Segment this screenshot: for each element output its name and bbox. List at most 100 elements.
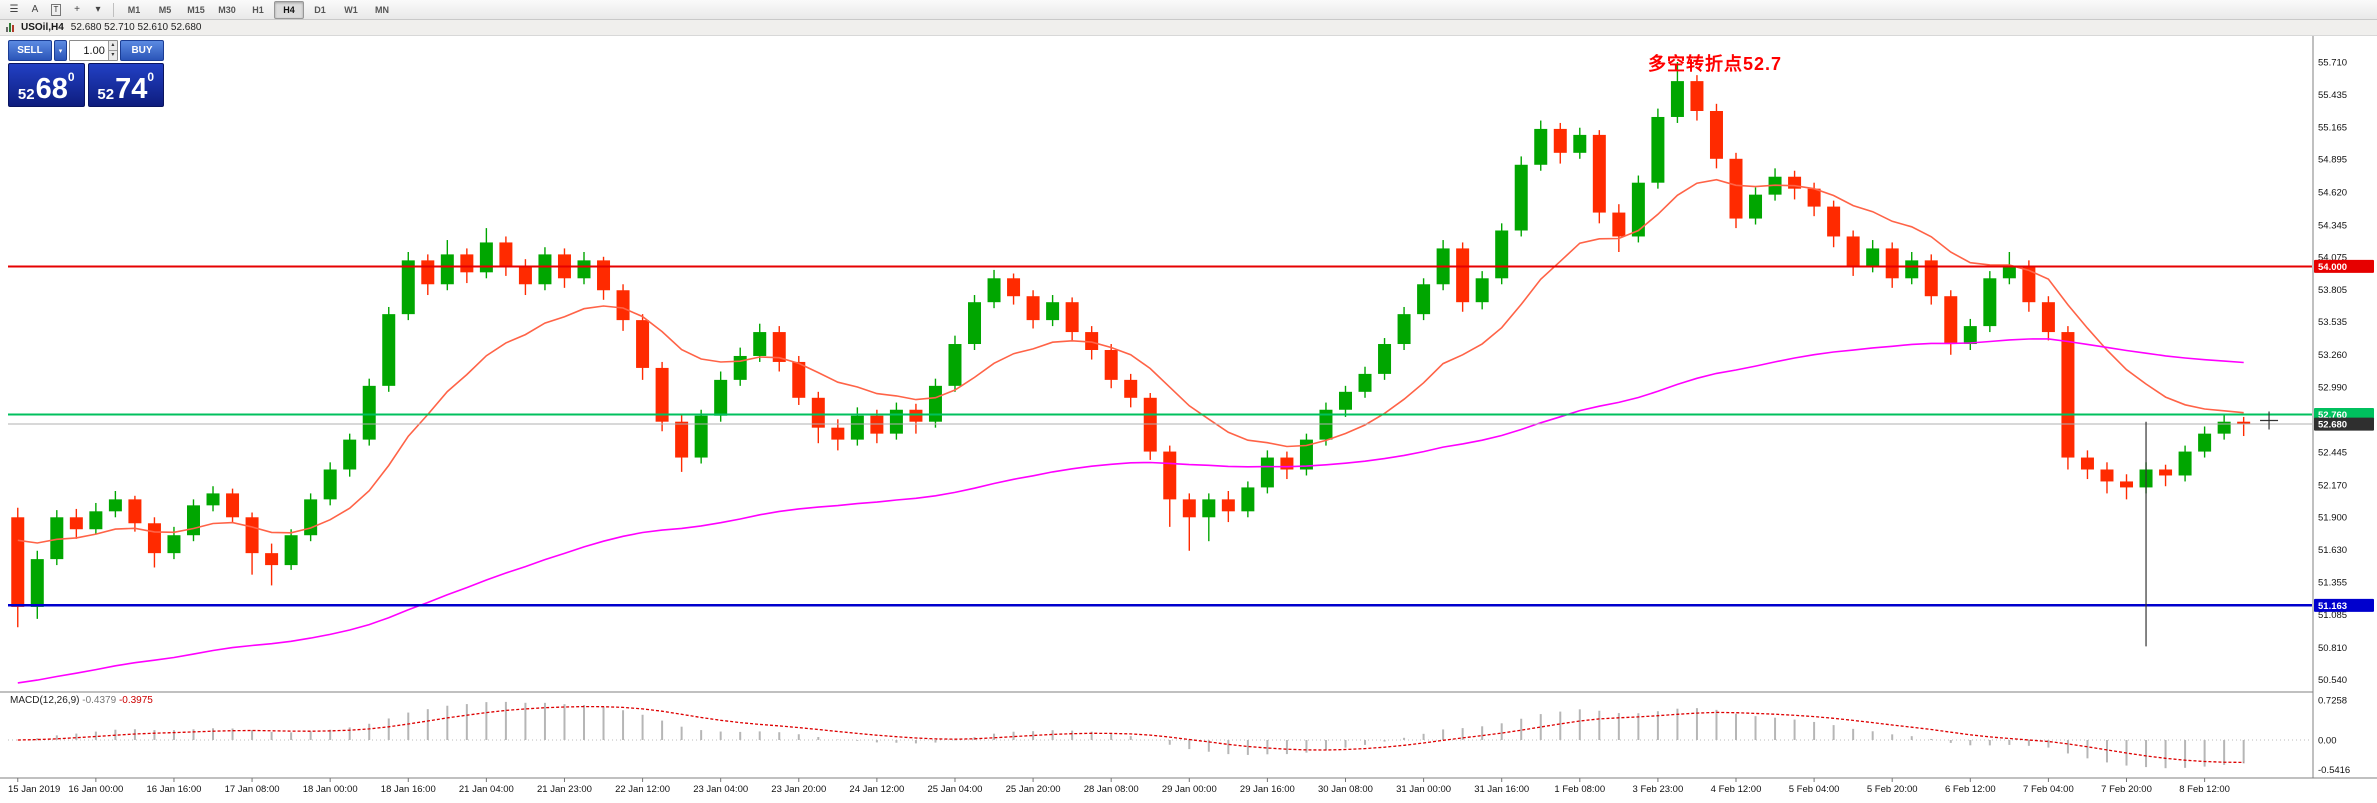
- candle: [538, 247, 552, 291]
- candle: [1046, 295, 1060, 327]
- x-axis-label: 7 Feb 20:00: [2101, 784, 2152, 795]
- x-axis-label: 5 Feb 04:00: [1789, 784, 1840, 795]
- timeframe-m5[interactable]: M5: [158, 4, 172, 15]
- candle: [206, 486, 220, 512]
- candle: [401, 252, 415, 321]
- macd-indicator-label: MACD(12,26,9) -0.4379 -0.3975: [10, 695, 153, 706]
- candle: [811, 391, 825, 444]
- timeframe-toolbar: M1 M5 M15 M30 H1 H4 D1 W1 MN: [119, 0, 397, 19]
- price-badge: 54.000: [2314, 259, 2374, 273]
- timeframe-h1[interactable]: H1: [252, 4, 264, 15]
- y-axis-label: 52.445: [2318, 447, 2347, 458]
- ma-fast-line: [17, 178, 2244, 544]
- y-axis-label: 55.435: [2318, 90, 2347, 101]
- y-axis-label: 53.805: [2318, 285, 2347, 296]
- timeframe-d1[interactable]: D1: [314, 4, 326, 15]
- y-axis-label: 52.990: [2318, 382, 2347, 393]
- volume-spinner: ▴ ▾: [107, 41, 117, 60]
- x-axis-label: 21 Jan 23:00: [537, 784, 592, 795]
- candle: [2080, 450, 2094, 480]
- candle: [2159, 464, 2173, 487]
- candle: [1280, 451, 1294, 480]
- candle: [284, 529, 298, 570]
- main-toolbar: ☰ A T + ▾ M1 M5 M15 M30 H1 H4 D1 W1 MN: [0, 0, 2377, 20]
- timeframe-m30[interactable]: M30: [218, 4, 236, 15]
- candle: [2100, 462, 2114, 494]
- candle: [1143, 393, 1157, 460]
- candle: [1182, 493, 1196, 551]
- macd-scale-label: 0.00: [2318, 735, 2337, 746]
- svg-text:52.680: 52.680: [2318, 420, 2347, 431]
- x-axis-label: 6 Feb 12:00: [1945, 784, 1996, 795]
- shapes-dropdown-button[interactable]: ▾: [95, 4, 101, 15]
- candle: [1417, 278, 1431, 321]
- candle: [1534, 120, 1548, 171]
- y-axis-label: 50.540: [2318, 675, 2347, 686]
- crosshair-cursor: [2260, 411, 2279, 430]
- timeframe-m1[interactable]: M1: [127, 4, 141, 15]
- x-axis-label: 23 Jan 20:00: [771, 784, 826, 795]
- x-axis-label: 25 Jan 04:00: [928, 784, 983, 795]
- candle: [323, 462, 337, 506]
- y-axis-label: 54.895: [2318, 155, 2347, 166]
- price-badge: 51.163: [2314, 598, 2374, 612]
- timeframe-m15[interactable]: M15: [187, 4, 205, 15]
- crosshair-tool-button[interactable]: +: [74, 4, 80, 15]
- candle: [1241, 481, 1255, 518]
- candle: [1456, 242, 1470, 312]
- ma-slow-line: [17, 338, 2244, 684]
- x-axis-label: 31 Jan 00:00: [1396, 784, 1451, 795]
- volume-up-button[interactable]: ▴: [108, 41, 117, 51]
- cursor-tool-button[interactable]: A: [31, 4, 39, 15]
- text-tool-button[interactable]: T: [46, 1, 66, 19]
- candle: [479, 228, 493, 279]
- candle: [265, 543, 279, 586]
- candle: [1573, 127, 1587, 159]
- candle: [50, 510, 64, 566]
- timeframe-h4[interactable]: H4: [274, 0, 304, 19]
- ask-price-panel[interactable]: 52 74 0: [87, 63, 164, 107]
- candle: [421, 254, 435, 296]
- buy-button[interactable]: BUY: [120, 40, 164, 61]
- macd-scale-label: 0.7258: [2318, 695, 2347, 706]
- bid-price-panel[interactable]: 52 68 0: [8, 63, 85, 107]
- timeframe-w1[interactable]: W1: [344, 4, 358, 15]
- x-axis-label: 23 Jan 04:00: [693, 784, 748, 795]
- volume-down-button[interactable]: ▾: [108, 51, 117, 60]
- timeframe-mn[interactable]: MN: [375, 4, 389, 15]
- candle: [1475, 271, 1489, 310]
- candle: [675, 414, 689, 472]
- x-axis-label: 16 Jan 16:00: [146, 784, 201, 795]
- candle: [499, 236, 513, 276]
- trade-options-dropdown[interactable]: ▾: [54, 40, 67, 61]
- y-axis-label: 54.345: [2318, 220, 2347, 231]
- x-axis-label: 21 Jan 04:00: [459, 784, 514, 795]
- candle: [1866, 240, 1880, 273]
- toolbar-separator: [113, 2, 114, 17]
- candle: [1846, 230, 1860, 276]
- candle: [2041, 296, 2055, 341]
- candle: [1221, 491, 1235, 523]
- x-axis-label: 24 Jan 12:00: [849, 784, 904, 795]
- candle: [2022, 260, 2036, 312]
- candle: [2002, 252, 2016, 285]
- candle: [1338, 385, 1352, 417]
- x-axis-label: 7 Feb 04:00: [2023, 784, 2074, 795]
- menu-icon[interactable]: ☰: [9, 4, 19, 15]
- candle: [128, 495, 142, 532]
- macd-scale-label: -0.5416: [2318, 765, 2350, 776]
- x-axis-label: 16 Jan 00:00: [68, 784, 123, 795]
- sell-button[interactable]: SELL: [8, 40, 52, 61]
- ask-price-point: 0: [147, 70, 155, 84]
- y-axis-label: 54.075: [2318, 253, 2347, 264]
- candle: [1612, 204, 1626, 253]
- candle: [2178, 445, 2192, 482]
- volume-input[interactable]: [70, 41, 108, 60]
- y-axis-label: 55.165: [2318, 122, 2347, 133]
- candle: [1592, 130, 1606, 224]
- candle: [968, 295, 982, 350]
- candle: [1690, 75, 1704, 121]
- candle: [1651, 108, 1665, 189]
- x-axis-label: 25 Jan 20:00: [1006, 784, 1061, 795]
